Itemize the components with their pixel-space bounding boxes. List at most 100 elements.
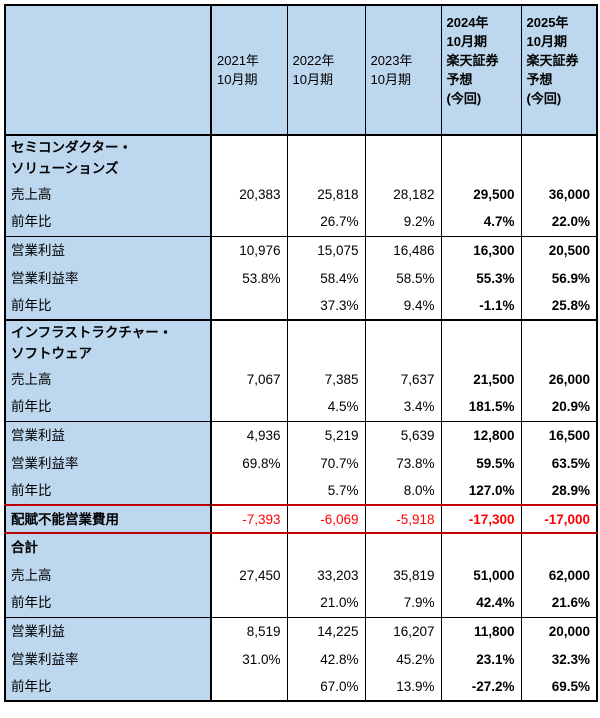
value-cell xyxy=(286,135,366,180)
table-row: 前年比 67.0% 13.9% -27.2% 69.5% xyxy=(4,673,598,701)
table-row: セミコンダクター・ ソリューションズ xyxy=(4,135,598,180)
row-label: 営業利益率 xyxy=(4,449,212,477)
table-row: 営業利益率 31.0% 42.8% 45.2% 23.1% 32.3% xyxy=(4,645,598,673)
row-label: 営業利益率 xyxy=(4,645,212,673)
value-cell xyxy=(210,135,288,180)
row-label: 売上高 xyxy=(4,561,212,589)
value-cell xyxy=(210,393,288,421)
value-cell: 16,500 xyxy=(520,420,598,449)
corner-cell xyxy=(4,5,212,136)
row-label: 営業利益 xyxy=(4,235,212,264)
col-header-2023: 2023年 10月期 xyxy=(364,5,442,136)
value-cell xyxy=(520,533,598,561)
section-label: インフラストラクチャー・ ソフトウェア xyxy=(4,319,212,365)
value-cell: 67.0% xyxy=(286,673,366,701)
value-cell: 58.5% xyxy=(364,264,442,292)
value-cell: 8.0% xyxy=(364,477,442,505)
row-label: 売上高 xyxy=(4,365,212,393)
table-row: 営業利益率 53.8% 58.4% 58.5% 55.3% 56.9% xyxy=(4,264,598,292)
value-cell: 32.3% xyxy=(520,645,598,673)
value-cell: 27,450 xyxy=(210,561,288,589)
value-cell: 33,203 xyxy=(286,561,366,589)
value-cell: 16,207 xyxy=(364,616,442,645)
value-cell: 127.0% xyxy=(440,477,522,505)
value-cell: 16,300 xyxy=(440,235,522,264)
segment-table: 2021年 10月期 2022年 10月期 2023年 10月期 2024年 1… xyxy=(4,4,598,702)
value-cell: 4,936 xyxy=(210,420,288,449)
table-row: 前年比 5.7% 8.0% 127.0% 28.9% xyxy=(4,477,598,505)
table-row: 売上高 7,067 7,385 7,637 21,500 26,000 xyxy=(4,365,598,393)
value-cell: -17,000 xyxy=(520,504,598,534)
value-cell: 55.3% xyxy=(440,264,522,292)
section-label: 合計 xyxy=(4,533,212,561)
value-cell: 63.5% xyxy=(520,449,598,477)
value-cell: 26,000 xyxy=(520,365,598,393)
value-cell: 28,182 xyxy=(364,180,442,208)
row-label: 営業利益 xyxy=(4,616,212,645)
value-cell: 20,383 xyxy=(210,180,288,208)
table-row: 前年比 26.7% 9.2% 4.7% 22.0% xyxy=(4,208,598,236)
row-label: 前年比 xyxy=(4,208,212,236)
value-cell: -1.1% xyxy=(440,292,522,320)
value-cell xyxy=(286,533,366,561)
value-cell: -5,918 xyxy=(364,504,442,534)
table-body: セミコンダクター・ ソリューションズ 売上高 20,383 25,818 28,182 2… xyxy=(4,135,598,701)
value-cell: 25,818 xyxy=(286,180,366,208)
value-cell xyxy=(210,673,288,701)
value-cell: 23.1% xyxy=(440,645,522,673)
value-cell: 36,000 xyxy=(520,180,598,208)
value-cell xyxy=(364,533,442,561)
value-cell: -6,069 xyxy=(286,504,366,534)
value-cell xyxy=(440,533,522,561)
table-row: 営業利益 8,519 14,225 16,207 11,800 20,000 xyxy=(4,616,598,645)
value-cell xyxy=(440,135,522,180)
header-row: 2021年 10月期 2022年 10月期 2023年 10月期 2024年 1… xyxy=(4,5,598,136)
table-row: 営業利益率 69.8% 70.7% 73.8% 59.5% 63.5% xyxy=(4,449,598,477)
table-row: 売上高 27,450 33,203 35,819 51,000 62,000 xyxy=(4,561,598,589)
value-cell xyxy=(364,319,442,365)
value-cell: 7,385 xyxy=(286,365,366,393)
value-cell xyxy=(210,477,288,505)
value-cell: 69.5% xyxy=(520,673,598,701)
value-cell: 51,000 xyxy=(440,561,522,589)
table-row: 営業利益 4,936 5,219 5,639 12,800 16,500 xyxy=(4,420,598,449)
value-cell: 13.9% xyxy=(364,673,442,701)
value-cell xyxy=(210,589,288,617)
value-cell xyxy=(210,292,288,320)
value-cell: 42.8% xyxy=(286,645,366,673)
value-cell: 20,000 xyxy=(520,616,598,645)
value-cell: 10,976 xyxy=(210,235,288,264)
table-row: 前年比 37.3% 9.4% -1.1% 25.8% xyxy=(4,292,598,320)
value-cell: 53.8% xyxy=(210,264,288,292)
value-cell: 20,500 xyxy=(520,235,598,264)
col-header-2021: 2021年 10月期 xyxy=(210,5,288,136)
value-cell: 21,500 xyxy=(440,365,522,393)
value-cell: 12,800 xyxy=(440,420,522,449)
value-cell: 5,219 xyxy=(286,420,366,449)
value-cell xyxy=(286,319,366,365)
value-cell xyxy=(520,319,598,365)
table-row: 前年比 4.5% 3.4% 181.5% 20.9% xyxy=(4,393,598,421)
value-cell xyxy=(210,319,288,365)
value-cell: 21.6% xyxy=(520,589,598,617)
value-cell: 42.4% xyxy=(440,589,522,617)
value-cell: 56.9% xyxy=(520,264,598,292)
row-label: 前年比 xyxy=(4,393,212,421)
value-cell: 9.4% xyxy=(364,292,442,320)
value-cell: 25.8% xyxy=(520,292,598,320)
value-cell: 45.2% xyxy=(364,645,442,673)
value-cell: 181.5% xyxy=(440,393,522,421)
table-row: 合計 xyxy=(4,533,598,561)
table-row: インフラストラクチャー・ ソフトウェア xyxy=(4,319,598,365)
table-row: 営業利益 10,976 15,075 16,486 16,300 20,500 xyxy=(4,235,598,264)
value-cell: 26.7% xyxy=(286,208,366,236)
value-cell: 37.3% xyxy=(286,292,366,320)
table-row: 配賦不能営業費用 -7,393 -6,069 -5,918 -17,300 -17,000 xyxy=(4,504,598,534)
row-label: 前年比 xyxy=(4,477,212,505)
value-cell: 7,637 xyxy=(364,365,442,393)
value-cell: 29,500 xyxy=(440,180,522,208)
value-cell: 4.5% xyxy=(286,393,366,421)
value-cell xyxy=(520,135,598,180)
value-cell xyxy=(364,135,442,180)
table-row: 前年比 21.0% 7.9% 42.4% 21.6% xyxy=(4,589,598,617)
